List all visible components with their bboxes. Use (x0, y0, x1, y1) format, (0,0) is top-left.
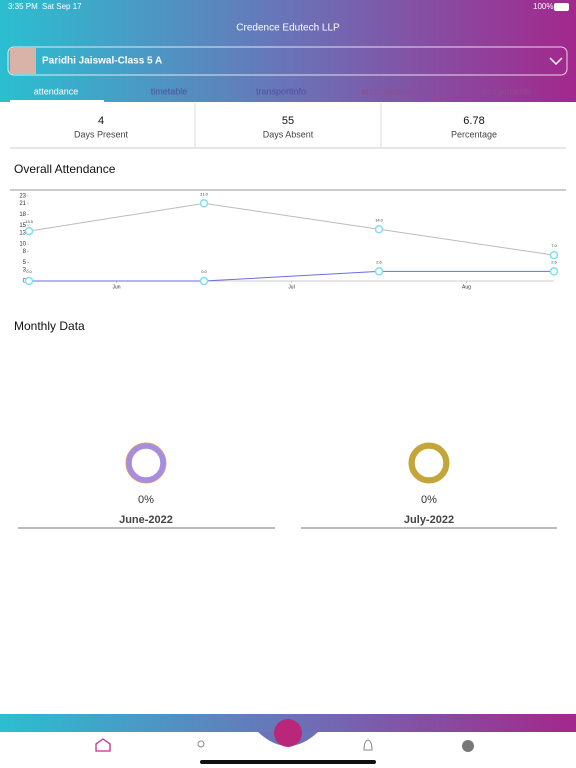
tab[interactable]: timetable (151, 86, 188, 96)
series-line (28, 202, 555, 256)
tab[interactable]: announcements (361, 86, 426, 96)
data-label: 2.6 (376, 259, 382, 264)
data-label: 14.0 (375, 217, 384, 222)
tab[interactable]: assignments (481, 86, 532, 96)
stat-value: 55 (282, 115, 294, 127)
x-tick-label: Jun (112, 284, 120, 290)
donut (126, 443, 166, 483)
status-date: Sat Sep 17 (42, 2, 82, 11)
y-tick-label: 23 (19, 194, 26, 200)
y-tick-label: 3 (23, 267, 27, 273)
series-line (29, 270, 554, 282)
data-point (199, 276, 209, 286)
y-tick-label: 10 (19, 242, 26, 248)
data-point (24, 226, 34, 236)
x-tick-label: Jul (288, 284, 294, 290)
data-point (374, 267, 384, 276)
tab[interactable]: transportinfo (256, 86, 306, 96)
data-label: 2.6 (551, 259, 557, 264)
chart-title: Overall Attendance (14, 162, 116, 176)
stat-label: Days Absent (263, 129, 314, 139)
y-tick-label: 21 (19, 201, 26, 207)
donut-outline (125, 442, 167, 484)
month-label: June-2022 (119, 514, 173, 526)
stat-value: 4 (98, 115, 104, 127)
status-battery: 100% (533, 2, 553, 11)
header-title: Credence Edutech LLP (236, 23, 340, 34)
stat-label: Percentage (451, 129, 497, 139)
student-selector[interactable] (7, 46, 568, 76)
nav-bell[interactable] (363, 739, 373, 751)
data-label: 0.0 (26, 269, 32, 274)
data-point (549, 267, 559, 276)
donut-outline (408, 442, 450, 484)
status-time: 3:35 PM (8, 2, 38, 11)
home-indicator (200, 760, 376, 764)
student-name: Paridhi Jaiswal-Class 5 A (42, 56, 162, 67)
student-photo (10, 48, 36, 74)
nav-center-button[interactable] (274, 719, 302, 747)
nav-settings[interactable] (462, 740, 474, 752)
tab[interactable]: attendance (34, 86, 79, 96)
y-tick-label: 18 (19, 212, 26, 218)
header-bg (0, 0, 576, 102)
data-point (24, 276, 34, 286)
data-point (199, 199, 209, 208)
data-point (374, 225, 384, 234)
donut-value: 0% (138, 494, 154, 506)
y-tick-label: 0 (23, 279, 27, 285)
donut-value: 0% (421, 494, 437, 506)
x-tick-label: Aug (462, 284, 471, 290)
stat-value: 6.78 (463, 115, 484, 127)
y-tick-label: 15 (19, 223, 26, 229)
data-label: 21.0 (200, 191, 209, 196)
battery-icon (554, 3, 569, 11)
data-label: 13.5 (25, 219, 34, 224)
data-label: 0.0 (201, 269, 207, 274)
dropdown-arrow (549, 57, 563, 66)
donut (409, 443, 449, 483)
stat-label: Days Present (74, 129, 129, 139)
y-tick-label: 13 (19, 231, 26, 237)
nav-people[interactable] (197, 740, 205, 748)
nav-home[interactable] (95, 738, 111, 752)
monthly-title: Monthly Data (14, 319, 85, 333)
y-tick-label: 8 (23, 249, 27, 255)
y-tick-label: 5 (23, 260, 27, 266)
month-label: July-2022 (404, 514, 454, 526)
data-label: 7.0 (551, 243, 557, 248)
data-point (549, 250, 559, 260)
